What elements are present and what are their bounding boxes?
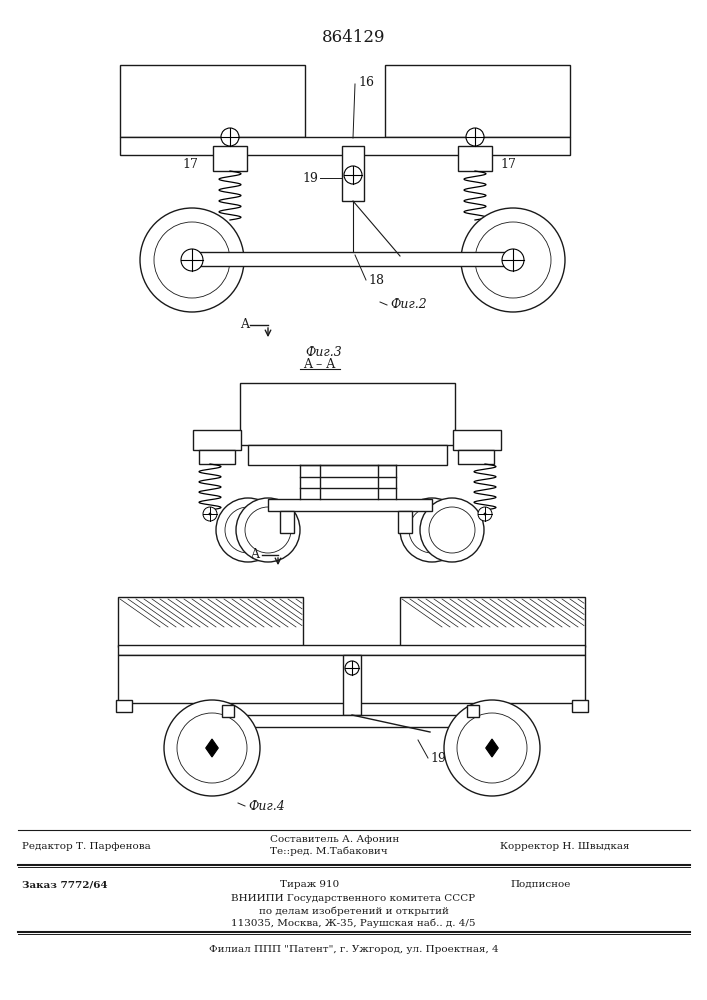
Text: Фиг.2: Фиг.2 <box>390 298 427 312</box>
Circle shape <box>420 498 484 562</box>
Bar <box>268 499 432 511</box>
Bar <box>572 700 588 712</box>
Circle shape <box>502 249 524 271</box>
Text: 19: 19 <box>302 172 318 184</box>
Circle shape <box>444 700 540 796</box>
Text: 19: 19 <box>430 752 446 764</box>
Text: ВНИИПИ Государственного комитета СССР: ВНИИПИ Государственного комитета СССР <box>231 894 476 903</box>
Bar <box>193 430 241 450</box>
Circle shape <box>466 128 484 146</box>
Text: Фиг.4: Фиг.4 <box>248 800 285 812</box>
Bar <box>116 700 132 712</box>
Bar <box>120 65 305 137</box>
Bar <box>240 383 455 445</box>
Circle shape <box>409 507 455 553</box>
Circle shape <box>478 507 492 521</box>
Bar <box>248 445 447 465</box>
Circle shape <box>475 222 551 298</box>
Circle shape <box>209 513 211 515</box>
Bar <box>200 715 504 727</box>
Bar <box>222 705 234 717</box>
Text: 864129: 864129 <box>322 29 385 46</box>
Text: A – A: A – A <box>303 358 335 370</box>
Text: 113035, Москва, Ж-35, Раушская наб.. д. 4/5: 113035, Москва, Ж-35, Раушская наб.. д. … <box>231 918 476 928</box>
Bar <box>280 511 294 533</box>
Circle shape <box>203 507 217 521</box>
Circle shape <box>245 507 291 553</box>
Bar <box>458 146 492 171</box>
Circle shape <box>140 208 244 312</box>
Bar <box>120 137 570 155</box>
Text: Филиал ППП "Патент", г. Ужгород, ул. Проектная, 4: Филиал ППП "Патент", г. Ужгород, ул. Про… <box>209 945 498 954</box>
Circle shape <box>221 128 239 146</box>
Circle shape <box>164 700 260 796</box>
Circle shape <box>177 713 247 783</box>
Text: A: A <box>250 548 259 562</box>
Bar <box>192 252 513 266</box>
Text: 17: 17 <box>182 158 198 172</box>
Circle shape <box>429 507 475 553</box>
Text: A: A <box>240 318 250 332</box>
Circle shape <box>461 208 565 312</box>
Text: Заказ 7772/64: Заказ 7772/64 <box>22 880 107 889</box>
Circle shape <box>154 222 230 298</box>
Text: 17: 17 <box>500 158 516 172</box>
Text: Корректор Н. Швыдкая: Корректор Н. Швыдкая <box>500 842 629 851</box>
Text: Подписное: Подписное <box>510 880 571 889</box>
Text: Те::ред. М.Табакович: Те::ред. М.Табакович <box>270 847 387 856</box>
Text: 16: 16 <box>358 76 374 89</box>
Circle shape <box>225 507 271 553</box>
Polygon shape <box>206 739 218 757</box>
Circle shape <box>457 713 527 783</box>
Text: Составитель А. Афонин: Составитель А. Афонин <box>270 835 399 844</box>
Circle shape <box>181 249 203 271</box>
Bar <box>342 146 364 201</box>
Text: по делам изобретений и открытий: по делам изобретений и открытий <box>259 906 448 916</box>
Bar <box>118 645 585 655</box>
Bar <box>343 655 361 715</box>
Polygon shape <box>486 739 498 757</box>
Bar <box>213 146 247 171</box>
Text: Редактор Т. Парфенова: Редактор Т. Парфенова <box>22 842 151 851</box>
Text: 18: 18 <box>368 273 384 286</box>
Text: Тираж 910: Тираж 910 <box>280 880 339 889</box>
Bar <box>467 705 479 717</box>
Circle shape <box>400 498 464 562</box>
Circle shape <box>216 498 280 562</box>
Bar <box>118 597 303 647</box>
Bar <box>118 655 585 703</box>
Circle shape <box>484 513 486 515</box>
Circle shape <box>345 661 359 675</box>
Bar <box>398 511 412 533</box>
Circle shape <box>344 166 362 184</box>
Bar <box>453 430 501 450</box>
Bar <box>199 450 235 464</box>
Text: Фиг.3: Фиг.3 <box>305 346 341 359</box>
Circle shape <box>236 498 300 562</box>
Bar <box>458 450 494 464</box>
Bar <box>385 65 570 137</box>
Bar <box>400 597 585 647</box>
